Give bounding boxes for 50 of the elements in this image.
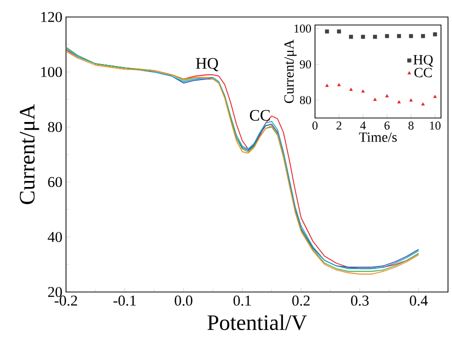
x-tick-label: 0.4 bbox=[410, 296, 428, 306]
x-tick-label: 8 bbox=[408, 122, 414, 130]
point bbox=[349, 34, 353, 39]
x-tick-label: 0 bbox=[312, 122, 318, 130]
legend-label: CC bbox=[414, 68, 432, 78]
annotation: CC bbox=[250, 110, 270, 121]
y-tick-label: 80 bbox=[300, 96, 312, 104]
x-axis-title: Time/s bbox=[359, 132, 397, 142]
y-tick-label: 90 bbox=[300, 60, 312, 68]
annotation: HQ bbox=[196, 58, 218, 72]
y-tick-label: 40 bbox=[48, 232, 62, 242]
y-tick-label: 60 bbox=[48, 176, 62, 188]
y-tick-label: 20 bbox=[48, 286, 62, 298]
y-tick-label: 100 bbox=[41, 66, 62, 78]
x-tick-label: 0.2 bbox=[292, 296, 310, 306]
point bbox=[325, 29, 329, 34]
point bbox=[397, 34, 402, 38]
point bbox=[385, 34, 390, 38]
point bbox=[373, 34, 378, 39]
x-tick-label: 6 bbox=[384, 122, 390, 130]
legend-label: HQ bbox=[413, 55, 434, 67]
x-tick-label: 0.3 bbox=[351, 296, 369, 306]
point bbox=[373, 98, 377, 101]
x-axis-title: Potential/V bbox=[208, 314, 307, 330]
point bbox=[337, 29, 342, 34]
point bbox=[337, 83, 341, 86]
point bbox=[361, 34, 366, 39]
point bbox=[409, 98, 413, 102]
x-tick-label: -0.2 bbox=[54, 296, 78, 306]
point bbox=[385, 94, 389, 98]
point bbox=[421, 34, 426, 38]
y-axis-title: Current/μA bbox=[284, 39, 297, 104]
point bbox=[349, 88, 353, 91]
x-tick-label: 4 bbox=[360, 122, 366, 130]
point bbox=[325, 84, 329, 87]
y-tick-label: 120 bbox=[41, 12, 62, 22]
y-axis-title: Current/μA bbox=[20, 104, 40, 204]
x-tick-label: 0.1 bbox=[234, 296, 251, 306]
x-tick-label: -0.1 bbox=[113, 296, 136, 306]
x-tick-label: 10 bbox=[430, 122, 441, 130]
point bbox=[433, 32, 438, 36]
point bbox=[433, 94, 437, 98]
y-tick-label: 80 bbox=[48, 122, 62, 132]
point bbox=[409, 34, 414, 38]
y-tick-label: 100 bbox=[294, 24, 312, 33]
x-tick-label: 0.0 bbox=[174, 296, 192, 306]
point bbox=[397, 100, 401, 104]
point bbox=[421, 102, 425, 106]
point bbox=[361, 90, 365, 93]
x-tick-label: 2 bbox=[336, 122, 342, 130]
